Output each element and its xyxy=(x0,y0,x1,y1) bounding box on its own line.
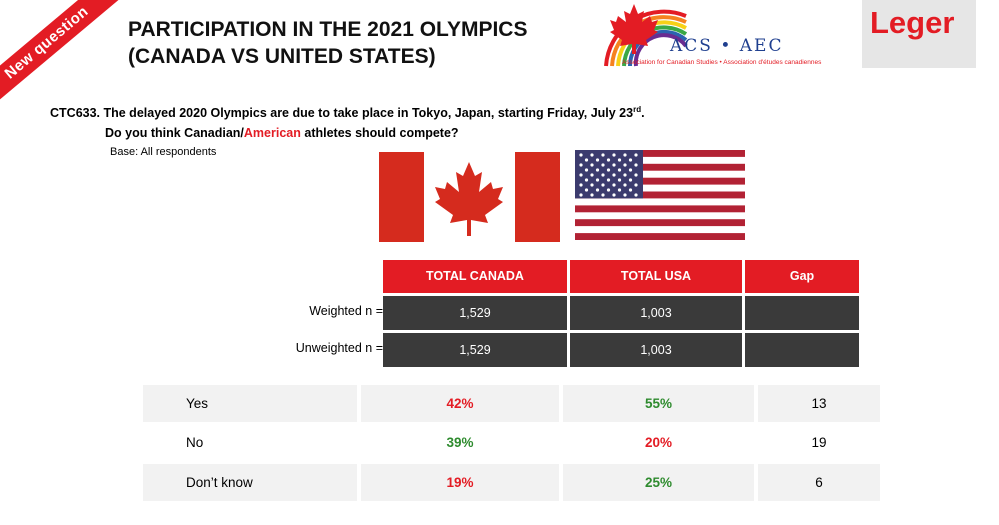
row-gap-value: 13 xyxy=(758,385,880,422)
weighted-n-label: Weighted n = xyxy=(309,304,383,318)
row-usa-value: 55% xyxy=(563,385,754,422)
row-label: Yes xyxy=(143,385,357,422)
row-canada-value: 39% xyxy=(446,435,474,450)
weighted-n-canada: 1,529 xyxy=(383,296,567,330)
unweighted-n-usa: 1,003 xyxy=(570,333,742,367)
acs-rainbow-logo-icon xyxy=(604,4,688,67)
unweighted-n-canada: 1,529 xyxy=(383,333,567,367)
row-canada-value: 42% xyxy=(361,385,559,422)
question-text: CTC633. The delayed 2020 Olympics are du… xyxy=(50,100,645,143)
page-title: PARTICIPATION IN THE 2021 OLYMPICS (CANA… xyxy=(128,16,527,70)
row-usa-value: 20% xyxy=(644,435,673,450)
header-total-usa: TOTAL USA xyxy=(570,260,742,293)
usa-flag-icon xyxy=(575,150,745,240)
leger-logo: Leger xyxy=(862,0,976,68)
row-usa-value: 25% xyxy=(563,464,754,501)
unweighted-n-gap xyxy=(745,333,859,367)
base-note: Base: All respondents xyxy=(110,146,217,158)
question-line-1: CTC633. The delayed 2020 Olympics are du… xyxy=(50,105,645,121)
row-gap-value: 19 xyxy=(811,435,827,450)
canada-flag-icon xyxy=(379,152,560,242)
acs-logo-text: ACS • AEC xyxy=(670,36,784,56)
new-question-badge: New question xyxy=(0,0,121,108)
title-line-2: (CANADA VS UNITED STATES) xyxy=(128,45,436,68)
row-label: Don’t know xyxy=(143,464,357,501)
row-canada-value: 19% xyxy=(361,464,559,501)
header-gap: Gap xyxy=(745,260,859,293)
acs-logo-subtitle: Association for Canadian Studies • Assoc… xyxy=(622,59,822,66)
header-total-canada: TOTAL CANADA xyxy=(383,260,567,293)
row-label: No xyxy=(186,435,204,450)
unweighted-n-label: Unweighted n = xyxy=(295,341,383,355)
row-gap-value: 6 xyxy=(758,464,880,501)
leger-wordmark: Leger xyxy=(870,5,954,40)
weighted-n-usa: 1,003 xyxy=(570,296,742,330)
leger-logo-icon: Leger xyxy=(870,5,954,40)
question-line-2: Do you think Canadian/American athletes … xyxy=(105,126,459,141)
title-line-1: PARTICIPATION IN THE 2021 OLYMPICS xyxy=(128,18,528,41)
weighted-n-gap xyxy=(745,296,859,330)
new-question-ribbon: New question xyxy=(0,0,130,110)
